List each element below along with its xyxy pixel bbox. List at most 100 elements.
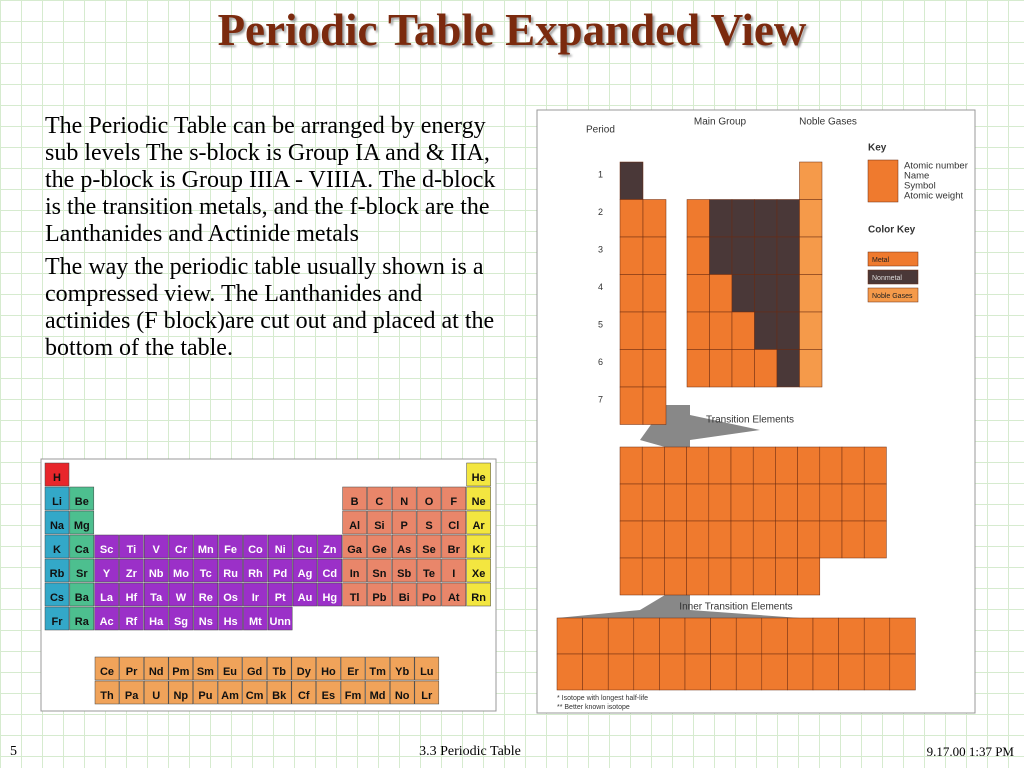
inner-transition-title: Inner Transition Elements bbox=[679, 602, 792, 613]
element-symbol: V bbox=[153, 544, 161, 556]
element-cell bbox=[342, 558, 367, 583]
element-cell bbox=[416, 486, 442, 511]
key-item: Name bbox=[904, 171, 929, 182]
element-symbol: Pa bbox=[125, 690, 139, 702]
element-symbol: Tm bbox=[369, 666, 386, 678]
element-cell bbox=[292, 582, 318, 607]
element-cell bbox=[44, 462, 70, 487]
element-cell bbox=[812, 617, 839, 655]
element-cell bbox=[619, 520, 643, 559]
element-symbol: Cr bbox=[175, 544, 188, 556]
element-symbol: Cu bbox=[298, 544, 313, 556]
element-symbol: Ti bbox=[127, 544, 137, 556]
element-cell bbox=[466, 534, 491, 559]
element-cell bbox=[619, 236, 644, 275]
element-cell bbox=[709, 236, 733, 275]
element-symbol: Tl bbox=[350, 592, 360, 604]
element-cell bbox=[367, 510, 392, 535]
footnote: ** Better known isotope bbox=[557, 704, 630, 711]
element-symbol: Tb bbox=[272, 666, 286, 678]
element-cell bbox=[119, 582, 144, 607]
footer-date: 9.17.00 1:37 PM bbox=[926, 744, 1014, 759]
element-cell bbox=[708, 446, 732, 485]
element-cell bbox=[752, 446, 776, 485]
element-symbol: Mt bbox=[249, 616, 262, 628]
element-cell bbox=[94, 558, 119, 583]
element-cell bbox=[776, 311, 800, 350]
element-symbol: Cd bbox=[322, 568, 337, 580]
element-cell bbox=[619, 274, 644, 313]
element-symbol: Am bbox=[221, 690, 239, 702]
element-cell bbox=[708, 520, 732, 559]
element-cell bbox=[633, 653, 660, 691]
element-cell bbox=[556, 653, 583, 691]
element-symbol: Zn bbox=[323, 544, 337, 556]
element-symbol: Hf bbox=[126, 592, 138, 604]
element-symbol: Se bbox=[422, 544, 435, 556]
element-cell bbox=[686, 520, 710, 559]
element-symbol: Po bbox=[422, 592, 436, 604]
element-cell bbox=[340, 656, 366, 681]
element-cell bbox=[642, 386, 667, 425]
element-cell bbox=[317, 582, 343, 607]
element-cell bbox=[44, 582, 70, 607]
element-cell bbox=[193, 656, 218, 681]
element-cell bbox=[619, 446, 643, 485]
element-cell bbox=[799, 161, 823, 200]
element-symbol: Pd bbox=[273, 568, 287, 580]
element-cell bbox=[619, 349, 644, 388]
element-cell bbox=[754, 274, 778, 313]
element-symbol: As bbox=[397, 544, 411, 556]
element-symbol: Ac bbox=[100, 616, 114, 628]
element-cell bbox=[799, 199, 823, 238]
element-cell bbox=[168, 680, 194, 705]
element-cell bbox=[556, 617, 583, 655]
element-cell bbox=[730, 446, 754, 485]
element-symbol: Au bbox=[298, 592, 313, 604]
element-cell bbox=[787, 653, 814, 691]
element-symbol: He bbox=[472, 472, 486, 484]
element-cell bbox=[731, 236, 755, 275]
element-cell bbox=[754, 349, 778, 388]
element-cell bbox=[797, 446, 821, 485]
element-cell bbox=[889, 617, 916, 655]
element-symbol: Ga bbox=[347, 544, 363, 556]
element-cell bbox=[619, 199, 644, 238]
key-title: Key bbox=[868, 143, 887, 154]
element-cell bbox=[867, 287, 919, 303]
element-symbol: Yb bbox=[395, 666, 409, 678]
element-symbol: Zr bbox=[126, 568, 138, 580]
element-cell bbox=[217, 656, 243, 681]
element-symbol: Sb bbox=[397, 568, 411, 580]
element-cell bbox=[619, 483, 643, 522]
element-cell bbox=[193, 558, 219, 583]
element-cell bbox=[69, 606, 95, 631]
element-symbol: Pr bbox=[126, 666, 138, 678]
element-cell bbox=[365, 656, 390, 681]
element-cell bbox=[799, 274, 823, 313]
period-number: 2 bbox=[598, 207, 603, 217]
element-cell bbox=[441, 510, 467, 535]
element-cell bbox=[776, 274, 800, 313]
element-cell bbox=[218, 582, 243, 607]
element-symbol: Bi bbox=[399, 592, 410, 604]
element-cell bbox=[799, 236, 823, 275]
element-cell bbox=[686, 199, 710, 238]
element-cell bbox=[44, 558, 70, 583]
element-cell bbox=[342, 534, 367, 559]
element-cell bbox=[797, 483, 821, 522]
element-cell bbox=[414, 680, 440, 705]
element-symbol: Ca bbox=[75, 544, 90, 556]
key-item: Symbol bbox=[904, 181, 936, 192]
element-cell bbox=[217, 680, 243, 705]
element-symbol: C bbox=[375, 496, 383, 508]
element-cell bbox=[776, 199, 800, 238]
period-number: 4 bbox=[598, 282, 603, 292]
element-symbol: Lr bbox=[421, 690, 433, 702]
element-symbol: Ho bbox=[321, 666, 336, 678]
element-symbol: Sc bbox=[100, 544, 113, 556]
element-symbol: Fe bbox=[224, 544, 237, 556]
color-key-title: Color Key bbox=[868, 225, 916, 236]
element-cell bbox=[69, 486, 95, 511]
element-cell bbox=[867, 269, 919, 285]
